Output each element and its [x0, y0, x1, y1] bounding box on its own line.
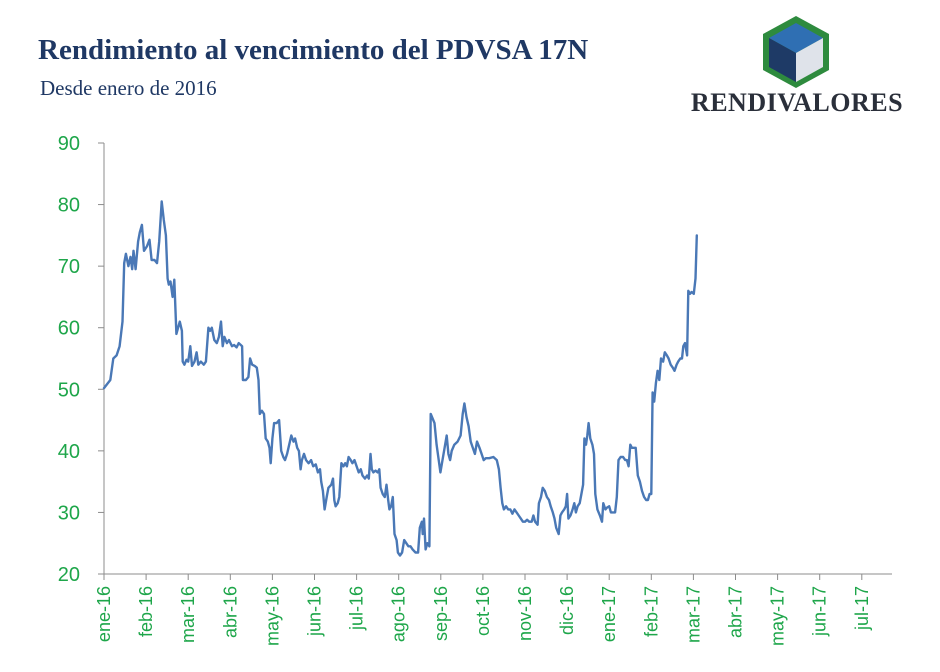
x-tick-label: dic-16 [557, 586, 577, 635]
series-group [102, 200, 698, 557]
chart-title: Rendimiento al vencimiento del PDVSA 17N [38, 34, 589, 66]
x-tick-label: jun-17 [810, 586, 830, 637]
y-tick-label: 30 [58, 502, 80, 524]
x-tick-label: sep-16 [431, 586, 451, 641]
chart-subtitle: Desde enero de 2016 [40, 76, 217, 100]
y-tick-label: 20 [58, 564, 80, 586]
x-tick-label: jul-16 [347, 586, 367, 631]
logo-wordmark: RENDIVALORES [690, 88, 904, 117]
x-tick-label: jul-17 [852, 586, 872, 631]
y-tick-label: 50 [58, 379, 80, 401]
chart-axes [103, 143, 892, 575]
x-tick-label: jun-16 [305, 586, 325, 637]
x-tick-label: ene-16 [94, 586, 114, 642]
rendivalores-logo: RENDIVALORES [684, 12, 910, 122]
y-tick-label: 40 [58, 441, 80, 463]
x-tick-label: ene-17 [599, 586, 619, 642]
x-tick-label: abr-17 [726, 586, 746, 638]
yield-series-line [102, 200, 698, 557]
x-tick-label: mar-16 [178, 586, 198, 643]
x-axis-ticks: ene-16 feb-16 mar-16 abr-16 may-16 jun-16 jul-… [94, 574, 872, 646]
x-tick-label: may-17 [768, 586, 788, 646]
x-tick-label: nov-16 [515, 586, 535, 641]
x-tick-label: mar-17 [683, 586, 703, 643]
x-tick-label: oct-16 [473, 586, 493, 636]
y-axis-ticks: 20 30 40 50 60 70 80 90 [58, 133, 104, 586]
y-tick-label: 60 [58, 318, 80, 340]
y-tick-label: 70 [58, 256, 80, 278]
y-tick-label: 90 [58, 133, 80, 155]
x-tick-label: may-16 [262, 586, 282, 646]
cube-logo-icon [763, 16, 829, 88]
x-tick-label: feb-17 [641, 586, 661, 637]
x-tick-label: abr-16 [220, 586, 240, 638]
x-tick-label: ago-16 [389, 586, 409, 642]
x-tick-label: feb-16 [136, 586, 156, 637]
y-tick-label: 80 [58, 195, 80, 217]
